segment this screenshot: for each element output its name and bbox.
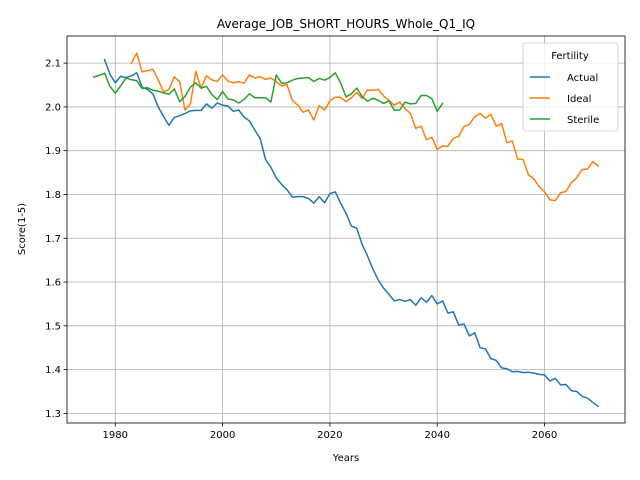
- x-tick-label: 2020: [317, 430, 342, 441]
- legend: Fertility Actual Ideal Sterile: [522, 42, 619, 132]
- y-tick-label: 1.4: [45, 365, 61, 376]
- legend-label-actual: Actual: [567, 73, 598, 84]
- y-tick-label: 1.5: [45, 321, 61, 332]
- x-tick-label: 2040: [424, 430, 449, 441]
- plot-area-frame: [66, 35, 626, 424]
- y-tick-label: 1.6: [45, 278, 61, 289]
- y-tick-label: 1.8: [45, 190, 61, 201]
- series-line-actual: [103, 58, 600, 408]
- legend-title: Fertility: [551, 51, 589, 62]
- axis-ticks: 1980 2000 2020 2040 2060 1.3 1.4 1.5 1.6 1.7 1.8 1.…: [45, 59, 557, 441]
- y-tick-label: 1.9: [45, 146, 61, 157]
- y-tick-label: 2.1: [45, 59, 61, 70]
- data-series: [92, 52, 600, 408]
- chart-title: Average_JOB_SHORT_HOURS_Whole_Q1_IQ: [217, 17, 475, 31]
- x-tick-label: 2060: [532, 430, 557, 441]
- series-line-ideal: [130, 52, 600, 202]
- series-line-sterile: [92, 72, 444, 113]
- x-tick-label: 2000: [210, 430, 235, 441]
- y-tick-label: 1.3: [45, 409, 61, 420]
- x-axis-label: Years: [332, 453, 359, 464]
- legend-label-sterile: Sterile: [567, 115, 599, 126]
- y-tick-label: 1.7: [45, 234, 61, 245]
- legend-box: [522, 42, 619, 132]
- x-tick-label: 1980: [103, 430, 128, 441]
- legend-label-ideal: Ideal: [567, 94, 591, 105]
- y-tick-label: 2.0: [45, 102, 61, 113]
- y-axis-label: Score(1-5): [17, 203, 28, 255]
